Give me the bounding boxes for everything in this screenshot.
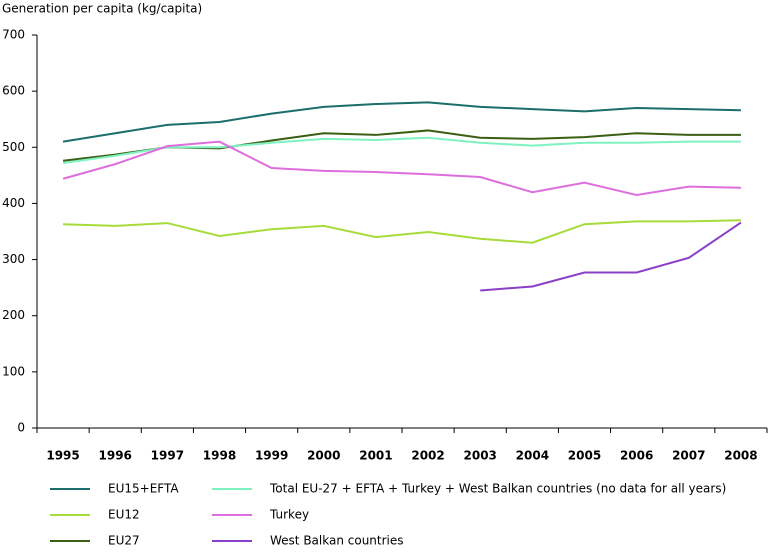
series-line (62, 101, 741, 143)
series-line (480, 221, 742, 292)
x-tick-label: 2003 (464, 449, 497, 463)
y-tick-label: 500 (2, 140, 25, 154)
x-tick-label: 1999 (255, 449, 288, 463)
legend-label: Total EU-27 + EFTA + Turkey + West Balka… (269, 482, 726, 496)
x-tick-label: 2000 (307, 449, 340, 463)
legend-label: West Balkan countries (270, 534, 404, 548)
y-tick-label: 400 (2, 196, 25, 210)
x-tick-label: 2001 (359, 449, 392, 463)
x-tick-label: 2008 (724, 449, 757, 463)
series-line (62, 140, 741, 197)
x-tick-label: 2002 (411, 449, 444, 463)
x-tick-label: 1997 (151, 449, 184, 463)
y-tick-label: 300 (2, 252, 25, 266)
x-tick-label: 2004 (516, 449, 549, 463)
y-tick-label: 100 (2, 364, 25, 378)
x-tick-label: 1998 (203, 449, 236, 463)
legend-label: Turkey (269, 508, 309, 522)
y-tick-label: 0 (17, 421, 25, 435)
legend-label: EU15+EFTA (108, 482, 179, 496)
x-tick-label: 1996 (99, 449, 132, 463)
x-tick-label: 2007 (672, 449, 705, 463)
x-tick-label: 1995 (46, 449, 79, 463)
series-line (62, 136, 741, 164)
legend-label: EU12 (108, 508, 140, 522)
y-axis-title: Generation per capita (kg/capita) (2, 2, 202, 16)
x-tick-label: 2005 (568, 449, 601, 463)
series-line (63, 219, 741, 244)
y-tick-label: 600 (2, 84, 25, 98)
y-tick-label: 200 (2, 308, 25, 322)
x-tick-label: 2006 (620, 449, 653, 463)
series-line (62, 129, 741, 162)
legend-label: EU27 (108, 534, 140, 548)
y-tick-label: 700 (2, 28, 25, 42)
